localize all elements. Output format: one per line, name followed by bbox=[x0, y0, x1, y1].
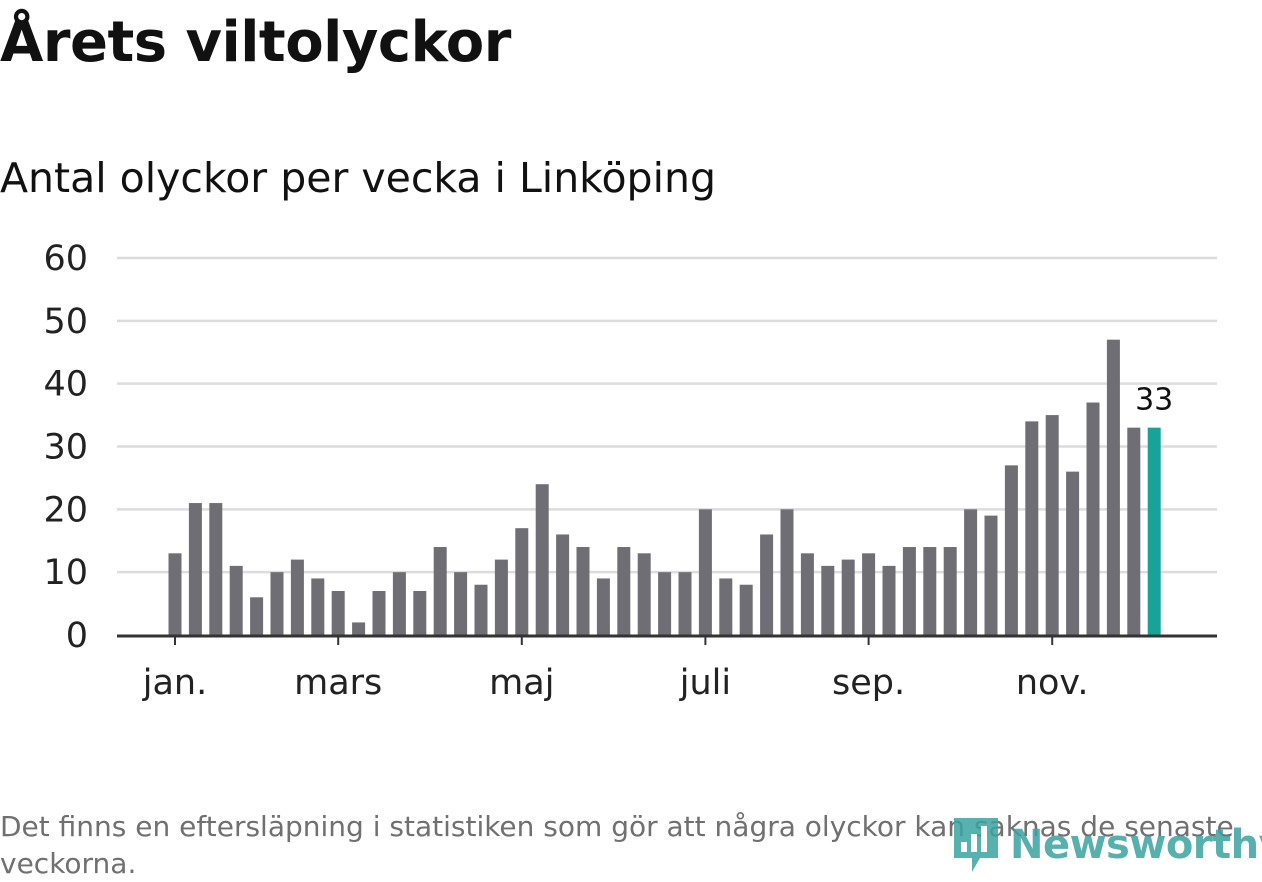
y-tick-label-10: 10 bbox=[43, 553, 88, 593]
bar-week-34 bbox=[841, 559, 855, 635]
bar-week-3 bbox=[209, 503, 223, 635]
bar-week-25 bbox=[658, 572, 672, 635]
bar-week-30 bbox=[760, 534, 774, 635]
bar-week-19 bbox=[535, 484, 549, 635]
bar-week-16 bbox=[474, 584, 488, 635]
bar-week-13 bbox=[413, 591, 427, 635]
x-tick-label-mars: mars bbox=[294, 663, 382, 703]
x-tick-label-maj: maj bbox=[489, 663, 554, 703]
bar-week-44 bbox=[1045, 415, 1059, 635]
brand-name: Newsworthy bbox=[1010, 822, 1262, 868]
bar-week-35 bbox=[862, 553, 876, 635]
bar-week-8 bbox=[311, 578, 325, 635]
x-tick-label-sep: sep. bbox=[832, 663, 905, 703]
bar-week-5 bbox=[250, 597, 264, 635]
bar-week-36 bbox=[882, 565, 896, 635]
bar-week-20 bbox=[556, 534, 570, 635]
bar-week-47 bbox=[1106, 339, 1120, 635]
bar-week-2 bbox=[188, 503, 202, 635]
bar-week-10 bbox=[352, 622, 366, 635]
bar-week-6 bbox=[270, 572, 284, 635]
chart-subtitle: Antal olyckor per vecka i Linköping bbox=[0, 154, 716, 202]
bar-week-4 bbox=[229, 565, 243, 635]
newsworthy-logo-icon bbox=[954, 818, 998, 872]
x-tick-label-jan: jan. bbox=[142, 663, 207, 703]
bar-latest-week bbox=[1147, 427, 1161, 635]
bar-week-41 bbox=[984, 515, 998, 635]
bar-week-46 bbox=[1086, 402, 1100, 635]
bar-week-45 bbox=[1066, 471, 1080, 635]
bar-week-15 bbox=[454, 572, 468, 635]
bar-week-40 bbox=[964, 509, 978, 635]
chart-title: Årets viltolyckor bbox=[0, 10, 511, 75]
bar-week-29 bbox=[739, 584, 753, 635]
y-tick-label-60: 60 bbox=[43, 239, 88, 279]
bar-week-14 bbox=[433, 547, 447, 635]
bar-week-43 bbox=[1025, 421, 1039, 635]
bar-week-38 bbox=[923, 547, 937, 635]
bar-week-48 bbox=[1127, 427, 1141, 635]
x-tick-label-nov: nov. bbox=[1016, 663, 1089, 703]
brand-logo: Newsworthy bbox=[950, 812, 1262, 878]
y-tick-label-0: 0 bbox=[66, 616, 88, 656]
y-tick-label-40: 40 bbox=[43, 365, 88, 405]
bar-week-27 bbox=[698, 509, 712, 635]
bar-week-39 bbox=[943, 547, 957, 635]
bar-week-1 bbox=[168, 553, 182, 635]
bar-week-11 bbox=[372, 591, 386, 635]
bar-week-26 bbox=[678, 572, 692, 635]
bar-week-7 bbox=[290, 559, 304, 635]
bar-week-17 bbox=[494, 559, 508, 635]
bar-week-24 bbox=[637, 553, 651, 635]
footnote: Det finns en eftersläpning i statistiken… bbox=[0, 810, 1234, 880]
x-tick-label-juli: juli bbox=[679, 663, 731, 703]
bar-week-33 bbox=[821, 565, 835, 635]
bar-week-42 bbox=[1004, 465, 1018, 635]
y-tick-label-30: 30 bbox=[43, 428, 88, 468]
bar-week-22 bbox=[596, 578, 610, 635]
bar-week-28 bbox=[719, 578, 733, 635]
y-tick-label-50: 50 bbox=[43, 302, 88, 342]
y-tick-label-20: 20 bbox=[43, 490, 88, 530]
bar-week-21 bbox=[576, 547, 590, 635]
bar-week-9 bbox=[331, 591, 345, 635]
bar-week-31 bbox=[780, 509, 794, 635]
data-label-latest: 33 bbox=[1135, 383, 1173, 418]
bar-chart: 0 10 20 30 40 50 60 jan. mars maj juli sep. nov. 33 bbox=[43, 239, 1217, 703]
bar-week-32 bbox=[800, 553, 814, 635]
bar-week-23 bbox=[617, 547, 631, 635]
bar-week-18 bbox=[515, 528, 529, 635]
bar-week-12 bbox=[392, 572, 406, 635]
bar-week-37 bbox=[902, 547, 916, 635]
